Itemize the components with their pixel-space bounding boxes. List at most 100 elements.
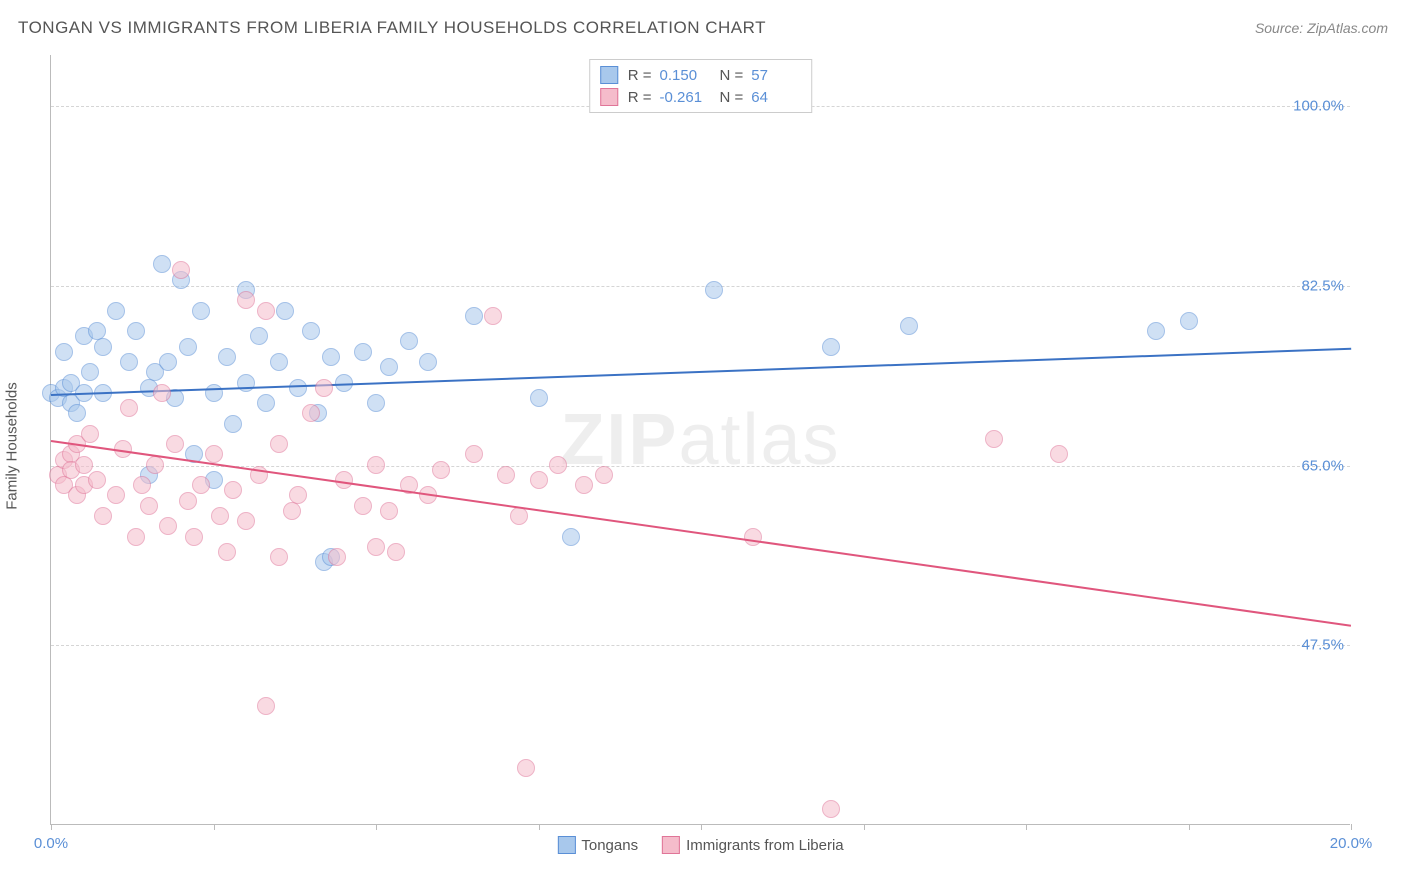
data-point xyxy=(94,338,112,356)
data-point xyxy=(380,358,398,376)
data-point xyxy=(367,538,385,556)
data-point xyxy=(68,404,86,422)
data-point xyxy=(257,394,275,412)
y-axis-label: Family Households xyxy=(4,382,21,510)
n-label: N = xyxy=(720,89,744,106)
correlation-legend: R =0.150N =57R =-0.261N =64 xyxy=(589,59,813,113)
data-point xyxy=(153,384,171,402)
x-tick xyxy=(51,824,52,830)
data-point xyxy=(562,528,580,546)
data-point xyxy=(497,466,515,484)
data-point xyxy=(88,471,106,489)
data-point xyxy=(120,399,138,417)
data-point xyxy=(257,697,275,715)
data-point xyxy=(224,415,242,433)
trend-line xyxy=(51,440,1351,627)
data-point xyxy=(107,302,125,320)
data-point xyxy=(127,528,145,546)
legend-label: Tongans xyxy=(581,837,638,854)
data-point xyxy=(120,353,138,371)
data-point xyxy=(283,502,301,520)
data-point xyxy=(322,348,340,366)
data-point xyxy=(94,507,112,525)
data-point xyxy=(575,476,593,494)
data-point xyxy=(517,759,535,777)
data-point xyxy=(465,445,483,463)
y-tick-label: 100.0% xyxy=(1293,98,1344,115)
data-point xyxy=(530,471,548,489)
legend-row: R =-0.261N =64 xyxy=(600,86,802,108)
data-point xyxy=(237,512,255,530)
data-point xyxy=(400,332,418,350)
data-point xyxy=(192,302,210,320)
data-point xyxy=(354,343,372,361)
data-point xyxy=(289,486,307,504)
data-point xyxy=(705,281,723,299)
x-tick xyxy=(1026,824,1027,830)
data-point xyxy=(822,800,840,818)
legend-swatch xyxy=(557,836,575,854)
x-tick xyxy=(1189,824,1190,830)
data-point xyxy=(146,456,164,474)
data-point xyxy=(172,261,190,279)
data-point xyxy=(367,394,385,412)
data-point xyxy=(419,353,437,371)
chart-title: TONGAN VS IMMIGRANTS FROM LIBERIA FAMILY… xyxy=(18,18,766,38)
data-point xyxy=(179,492,197,510)
data-point xyxy=(211,507,229,525)
data-point xyxy=(367,456,385,474)
data-point xyxy=(270,353,288,371)
data-point xyxy=(289,379,307,397)
data-point xyxy=(257,302,275,320)
data-point xyxy=(302,322,320,340)
data-point xyxy=(432,461,450,479)
y-tick-label: 65.0% xyxy=(1301,457,1344,474)
data-point xyxy=(166,435,184,453)
legend-label: Immigrants from Liberia xyxy=(686,837,844,854)
data-point xyxy=(530,389,548,407)
data-point xyxy=(185,528,203,546)
data-point xyxy=(985,430,1003,448)
data-point xyxy=(159,353,177,371)
legend-row: R = 0.150 N = 57 xyxy=(600,64,802,86)
data-point xyxy=(315,379,333,397)
source-label: Source: ZipAtlas.com xyxy=(1255,20,1388,36)
data-point xyxy=(465,307,483,325)
data-point xyxy=(510,507,528,525)
x-tick xyxy=(376,824,377,830)
data-point xyxy=(107,486,125,504)
x-tick xyxy=(864,824,865,830)
data-point xyxy=(1180,312,1198,330)
scatter-plot: ZIPatlas R =0.150N =57R =-0.261N =64 Ton… xyxy=(50,55,1350,825)
y-tick-label: 82.5% xyxy=(1301,278,1344,295)
data-point xyxy=(270,435,288,453)
legend-item: Immigrants from Liberia xyxy=(662,836,844,854)
r-label: R = xyxy=(628,67,652,84)
legend-item: Tongans xyxy=(557,836,638,854)
data-point xyxy=(192,476,210,494)
data-point xyxy=(81,425,99,443)
data-point xyxy=(387,543,405,561)
data-point xyxy=(218,543,236,561)
legend-swatch xyxy=(662,836,680,854)
r-value: 0.150 xyxy=(660,67,710,84)
n-value: 57 xyxy=(751,67,801,84)
data-point xyxy=(302,404,320,422)
n-label: N = xyxy=(720,67,744,84)
r-value: -0.261 xyxy=(660,89,710,106)
gridline xyxy=(51,645,1350,646)
x-tick-label: 20.0% xyxy=(1330,835,1373,852)
data-point xyxy=(354,497,372,515)
gridline xyxy=(51,466,1350,467)
x-tick xyxy=(701,824,702,830)
y-tick-label: 47.5% xyxy=(1301,637,1344,654)
data-point xyxy=(179,338,197,356)
data-point xyxy=(250,327,268,345)
data-point xyxy=(237,291,255,309)
legend-swatch xyxy=(600,66,618,84)
data-point xyxy=(1050,445,1068,463)
data-point xyxy=(484,307,502,325)
data-point xyxy=(75,456,93,474)
x-tick xyxy=(1351,824,1352,830)
data-point xyxy=(380,502,398,520)
